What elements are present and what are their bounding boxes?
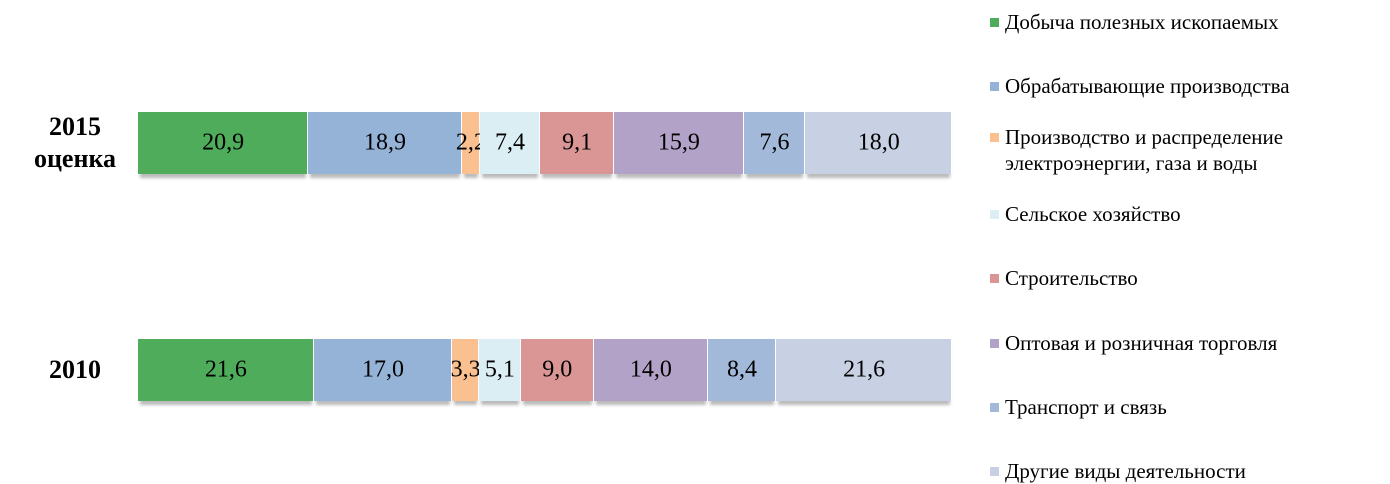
legend-swatch — [990, 338, 999, 348]
bar-segment — [520, 339, 594, 401]
legend-item: Добыча полезных ископаемых — [990, 9, 1385, 35]
value-label: 5,1 — [484, 356, 515, 383]
legend-label: Сельское хозяйство — [1005, 202, 1181, 227]
value-label: 7,6 — [759, 129, 790, 156]
value-label: 14,0 — [629, 356, 672, 383]
bar-segment — [138, 339, 314, 401]
value-label: 20,9 — [202, 129, 245, 156]
legend-item: Другие виды деятельности — [990, 458, 1385, 484]
legend-swatch — [990, 466, 999, 476]
legend-item: Строительство — [990, 265, 1385, 291]
legend-item: Обрабатывающие производства — [990, 73, 1385, 99]
bar-segment — [776, 339, 952, 401]
legend-label: Добыча полезных ископаемых — [1005, 10, 1279, 34]
legend-label: Строительство — [1005, 266, 1138, 291]
bar-segment — [805, 112, 952, 174]
category-label: 2010 — [49, 355, 101, 384]
legend-swatch — [990, 82, 999, 92]
legend-swatch — [990, 133, 999, 143]
value-label: 15,9 — [657, 129, 700, 156]
bar-segment — [743, 112, 806, 174]
value-label: 18,9 — [364, 129, 407, 156]
bar-segment — [593, 339, 708, 401]
legend-label: Другие виды деятельности — [1005, 458, 1246, 483]
value-label: 17,0 — [362, 356, 404, 383]
legend-label: Оптовая и розничная торговля — [1005, 330, 1278, 355]
value-label: 9,0 — [542, 356, 573, 383]
bar-segment — [479, 112, 541, 174]
legend-item: Транспорт и связь — [990, 394, 1385, 420]
value-label: 21,6 — [843, 356, 886, 383]
value-label: 7,4 — [494, 129, 525, 156]
category-label: 2015 оценка — [33, 112, 117, 173]
bar-segment — [707, 339, 777, 401]
value-label: 18,0 — [857, 129, 900, 156]
legend-label: Производство и распределение электроэнер… — [1005, 125, 1284, 176]
legend-label: Транспорт и связь — [1005, 394, 1167, 419]
legend-swatch — [990, 210, 999, 220]
bar-segment — [479, 339, 521, 401]
bar-segment — [614, 112, 744, 174]
legend-item: Производство и распределение электроэнер… — [990, 124, 1385, 176]
legend-swatch — [990, 402, 999, 412]
bar-segment — [313, 339, 453, 401]
bar-segment — [138, 112, 309, 174]
legend-label: Обрабатывающие производства — [1005, 74, 1290, 99]
legend-swatch — [990, 274, 999, 284]
legend-item: Сельское хозяйство — [990, 201, 1385, 227]
legend-swatch — [990, 18, 999, 27]
bar-segment — [461, 112, 480, 174]
bar-segment — [308, 112, 462, 174]
value-label: 8,4 — [726, 356, 757, 383]
bar-segment — [452, 339, 480, 401]
legend-item: Оптовая и розничная торговля — [990, 330, 1385, 356]
value-label: 3,3 — [450, 356, 481, 383]
value-label: 21,6 — [204, 356, 247, 383]
bar-segment — [540, 112, 615, 174]
value-label: 9,1 — [562, 129, 593, 156]
